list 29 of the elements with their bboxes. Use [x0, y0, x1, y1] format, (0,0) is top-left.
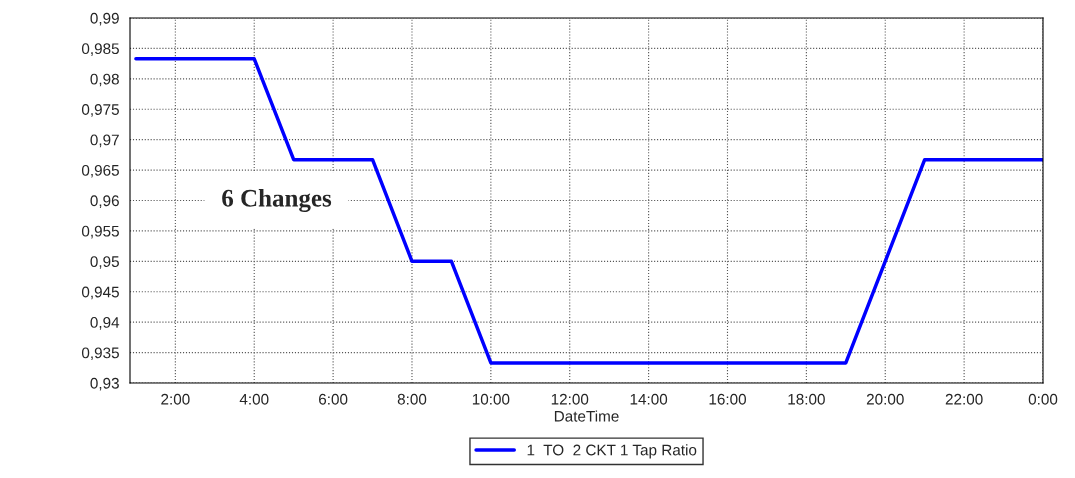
y-tick-label: 0,95 [90, 256, 119, 269]
x-tick-label: 10:00 [472, 393, 510, 405]
y-tick-label: 0,965 [81, 164, 119, 178]
y-tick-label: 0,97 [90, 134, 119, 148]
y-tick-label: 0,98 [90, 73, 119, 87]
x-tick-label: 12:00 [551, 393, 589, 405]
x-tick-label: 22:00 [945, 393, 983, 405]
y-tick-label: 0,94 [90, 317, 120, 330]
x-tick-label: 16:00 [709, 393, 747, 405]
x-tick-label: 0:00 [1028, 393, 1058, 405]
x-tick-label: 6:00 [319, 393, 348, 405]
line-series [134, 57, 1043, 365]
x-tick-label: 14:00 [630, 393, 668, 405]
x-tick-label: 2:00 [161, 393, 190, 405]
x-tick-label: 8:00 [397, 393, 427, 405]
annotation: 6 Changes [222, 189, 332, 212]
x-axis-title: DateTime [554, 410, 619, 422]
x-tick-label: 4:00 [239, 393, 269, 405]
y-tick-label: 0,975 [81, 104, 119, 117]
x-tick-label: 18:00 [788, 393, 825, 405]
y-tick-label: 0,93 [90, 377, 119, 391]
y-tick-label: 0,945 [81, 286, 119, 300]
legend-label: 1 TO 2 CKT 1 Tap Ratio [527, 444, 697, 459]
y-tick-label: 0,96 [90, 195, 119, 208]
y-tick-label: 0,955 [81, 225, 119, 239]
y-tick-label: 0,99 [90, 12, 119, 26]
x-tick-label: 20:00 [866, 393, 904, 405]
y-tick-label: 0,985 [81, 43, 119, 56]
y-tick-label: 0,935 [81, 347, 119, 361]
